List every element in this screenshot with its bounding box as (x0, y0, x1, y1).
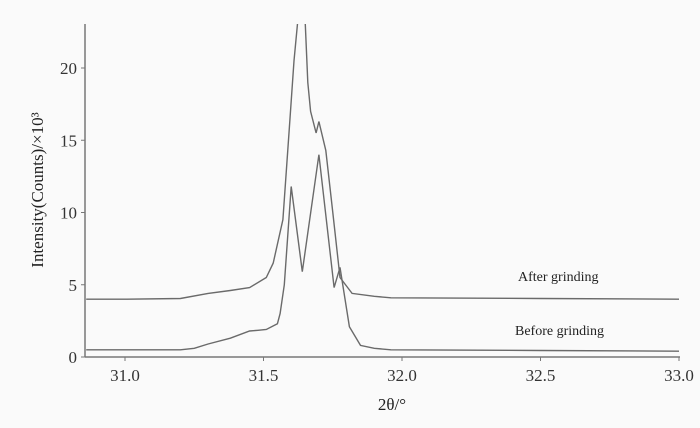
series-line-after-grinding (86, 24, 680, 300)
x-tick-label: 33.0 (664, 366, 694, 385)
x-ticks: 31.0 31.5 32.0 32.5 33.0 (110, 357, 694, 385)
x-tick-label: 32.5 (526, 366, 556, 385)
y-axis-label: Intensity(Counts)/×10³ (28, 112, 47, 267)
y-tick-label: 15 (60, 131, 77, 150)
plot-area (86, 24, 680, 352)
y-tick-label: 5 (69, 276, 78, 295)
series-label-before-grinding: Before grinding (515, 324, 604, 339)
x-tick-label: 31.5 (249, 366, 279, 385)
y-tick-label: 0 (69, 348, 78, 367)
x-axis-label: 2θ/° (378, 395, 406, 414)
y-ticks: 0 5 10 15 20 (60, 59, 85, 367)
series-label-after-grinding: After grinding (518, 270, 598, 285)
x-tick-label: 31.0 (110, 366, 140, 385)
y-tick-label: 20 (60, 59, 77, 78)
series-line-before-grinding (86, 154, 680, 352)
y-tick-label: 10 (60, 204, 77, 223)
x-tick-label: 32.0 (387, 366, 417, 385)
